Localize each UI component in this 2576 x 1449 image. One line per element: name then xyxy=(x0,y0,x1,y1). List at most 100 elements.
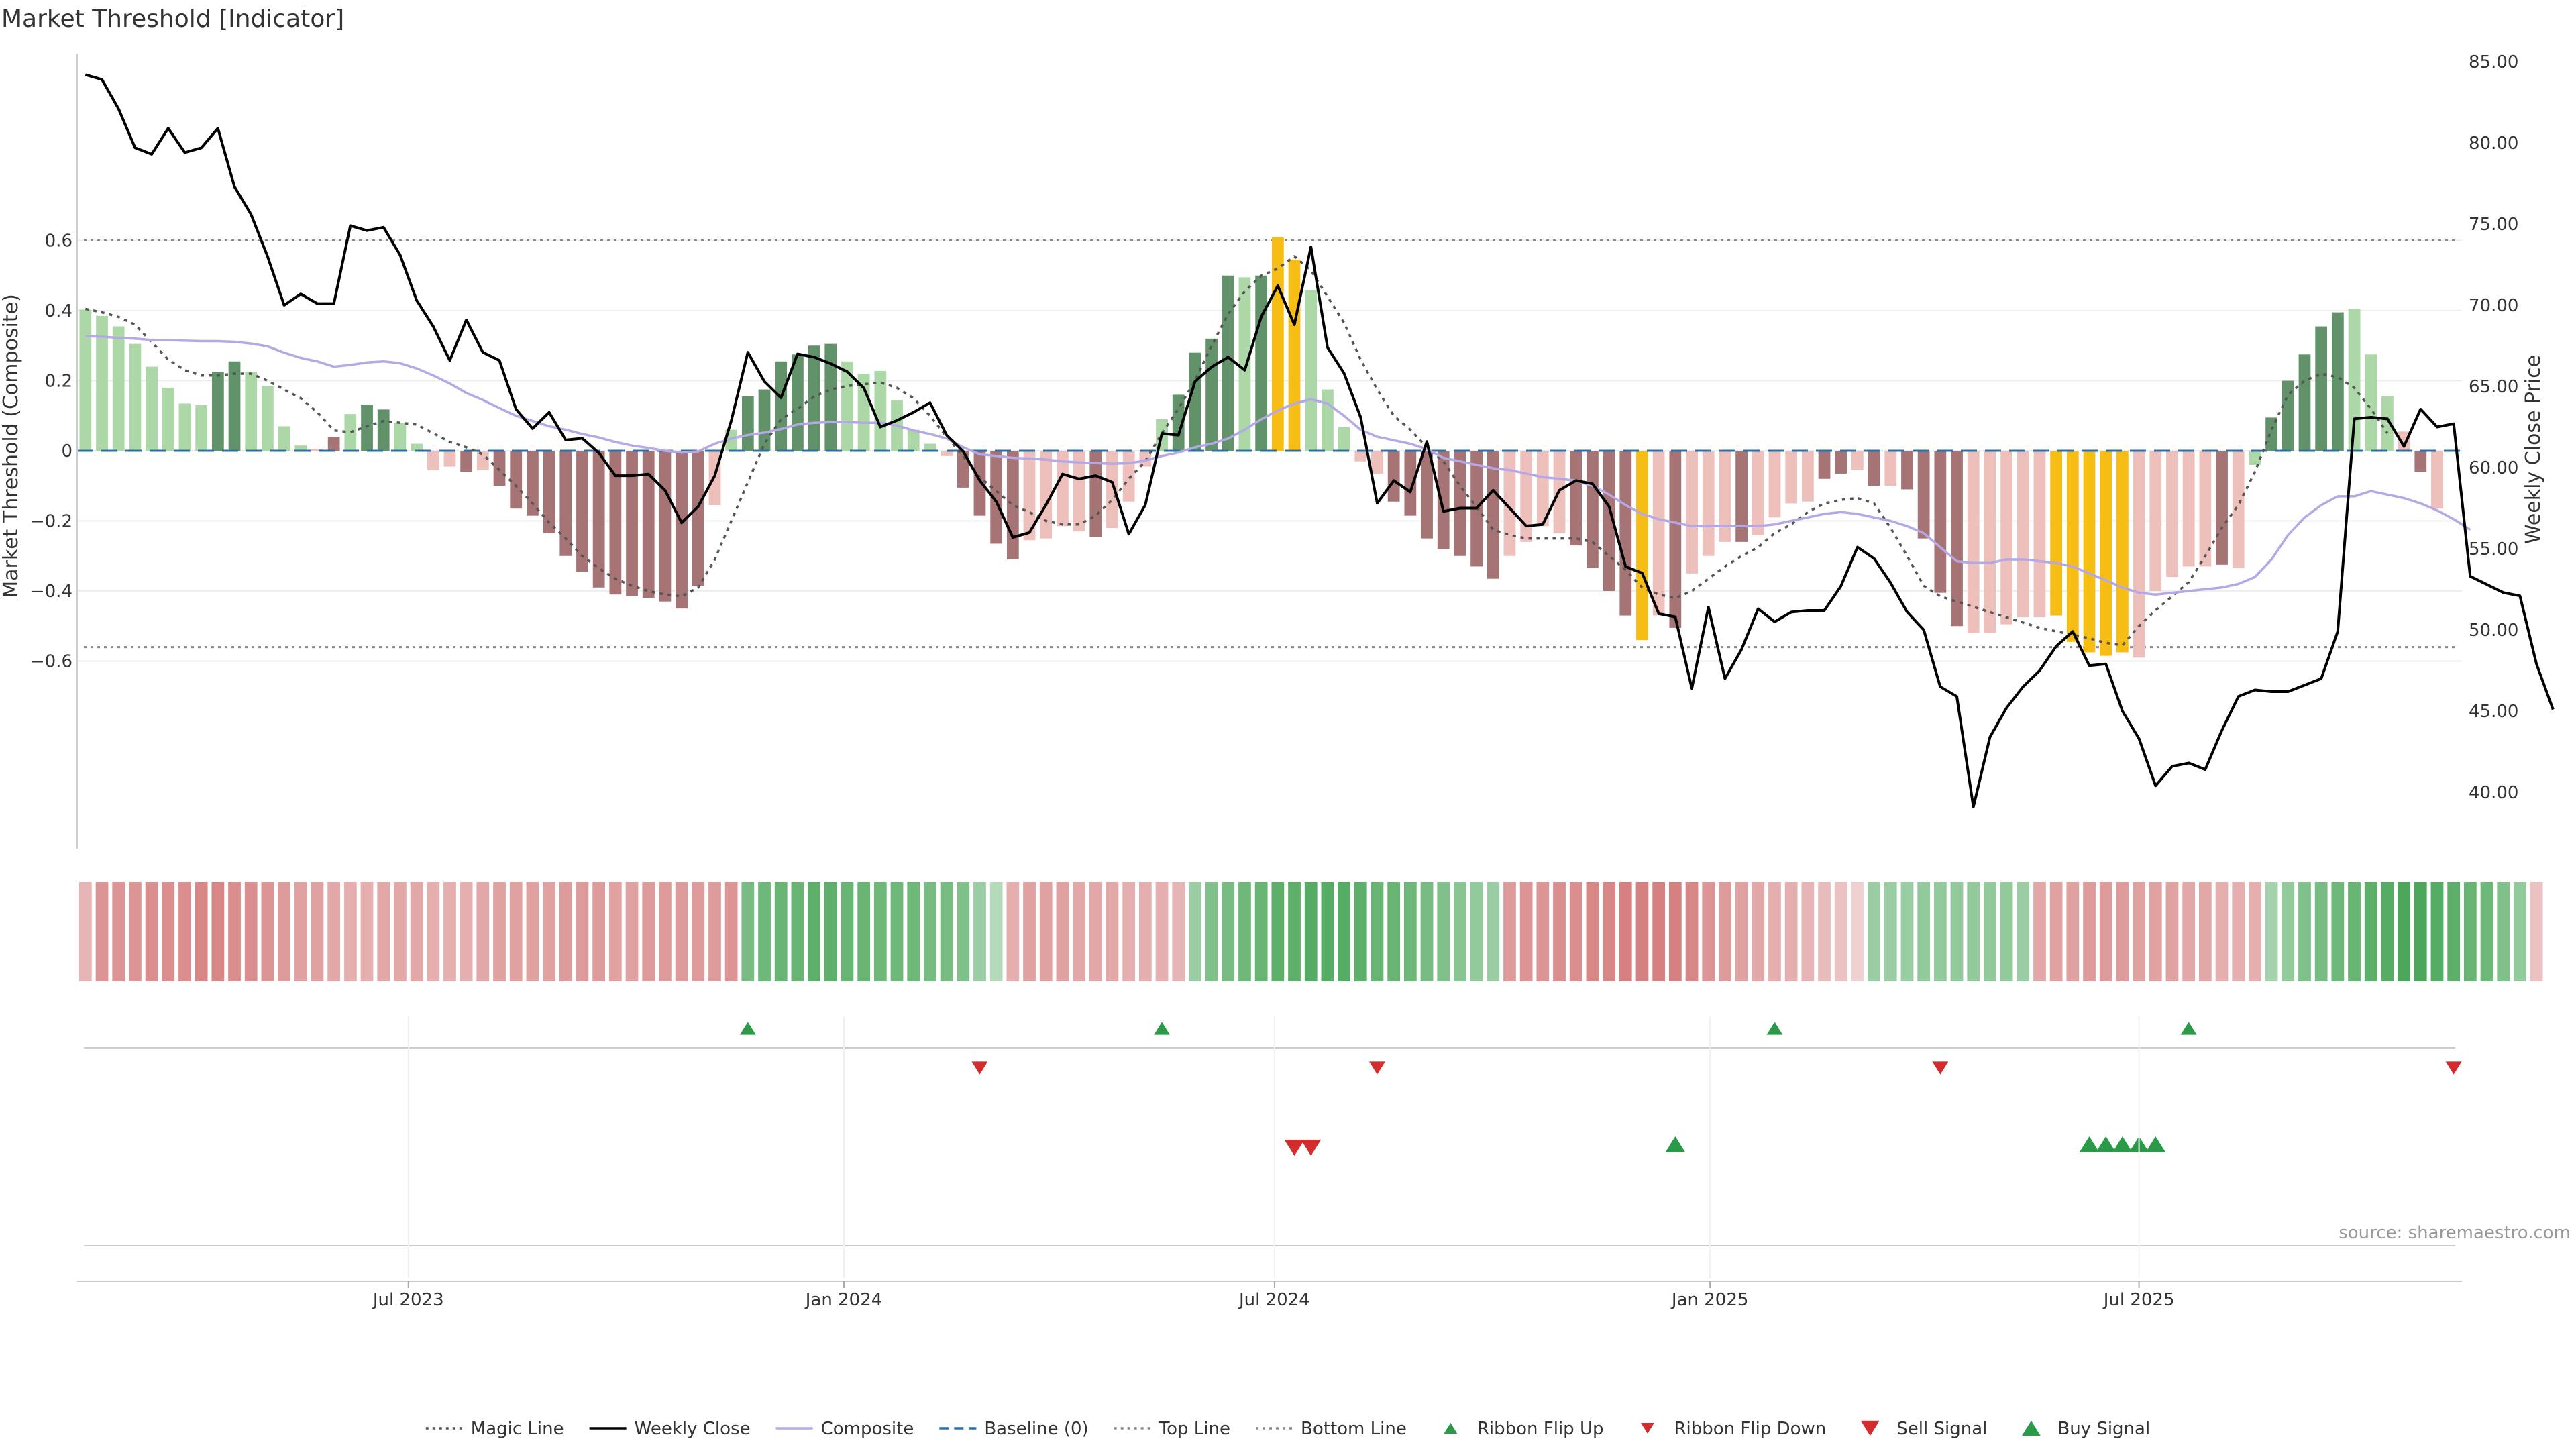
ribbon-cell-9 xyxy=(228,882,241,981)
composite-bar-30 xyxy=(576,451,588,572)
ribbon-cell-17 xyxy=(360,882,374,981)
composite-bar-129 xyxy=(2216,451,2228,565)
ribbon-cell-121 xyxy=(2083,882,2096,981)
ribbon-cell-31 xyxy=(592,882,606,981)
ribbon-cell-98 xyxy=(1702,882,1715,981)
composite-bar-62 xyxy=(1106,451,1118,528)
ribbon-flip-down-marker-0 xyxy=(971,1061,988,1075)
composite-bar-95 xyxy=(1652,451,1665,616)
composite-bar-77 xyxy=(1354,451,1367,462)
composite-bar-118 xyxy=(2033,451,2046,618)
composite-bar-117 xyxy=(2017,451,2029,618)
ribbon-cell-122 xyxy=(2099,882,2112,981)
signal-markers xyxy=(84,1022,2462,1246)
composite-bar-52 xyxy=(941,451,953,456)
series-lines xyxy=(77,73,2555,808)
ribbon-cell-110 xyxy=(1900,882,1914,981)
ribbon-cell-20 xyxy=(410,882,423,981)
composite-bar-87 xyxy=(1520,451,1533,542)
ribbon-cell-46 xyxy=(841,882,854,981)
ribbon-cell-48 xyxy=(873,882,887,981)
composite-bar-66 xyxy=(1172,394,1185,451)
ribbon-cell-88 xyxy=(1536,882,1550,981)
ribbon-cell-50 xyxy=(907,882,920,981)
composite-bar-130 xyxy=(2232,451,2245,569)
composite-bar-111 xyxy=(1917,451,1930,539)
ribbon-cell-40 xyxy=(741,882,755,981)
ribbon-cell-104 xyxy=(1801,882,1815,981)
ribbon-cell-143 xyxy=(2447,882,2461,981)
composite-bar-113 xyxy=(1951,451,1963,627)
ribbon-cell-77 xyxy=(1354,882,1367,981)
ribbon-cell-8 xyxy=(211,882,225,981)
composite-bar-9 xyxy=(228,361,241,451)
composite-bar-11 xyxy=(262,386,274,451)
ribbon-cell-139 xyxy=(2381,882,2394,981)
ribbon-cell-111 xyxy=(1917,882,1931,981)
composite-bar-132 xyxy=(2265,417,2277,451)
ribbon-cell-42 xyxy=(774,882,788,981)
ribbon-cell-100 xyxy=(1735,882,1748,981)
y2-tick-label-9: 40.00 xyxy=(2469,783,2518,803)
buy-signal-marker-0 xyxy=(1665,1136,1686,1152)
legend-label-9: Buy Signal xyxy=(2057,1419,2150,1439)
composite-bar-35 xyxy=(659,451,672,602)
ribbon-cell-25 xyxy=(493,882,506,981)
legend-swatch-8 xyxy=(1860,1420,1880,1436)
buy-signal-marker-1 xyxy=(2079,1136,2100,1152)
composite-bar-128 xyxy=(2199,451,2212,567)
ribbon-cell-32 xyxy=(608,882,622,981)
composite-bar-103 xyxy=(1785,451,1798,504)
ribbon-cell-34 xyxy=(642,882,655,981)
composite-bar-31 xyxy=(592,451,605,588)
composite-bar-17 xyxy=(361,405,373,451)
ribbon-cell-18 xyxy=(377,882,390,981)
composite-bar-55 xyxy=(990,451,1003,544)
ribbon-cell-76 xyxy=(1338,882,1350,981)
ribbon-cell-108 xyxy=(1868,882,1880,981)
ribbon-cell-146 xyxy=(2497,882,2510,981)
composite-bar-86 xyxy=(1503,451,1516,556)
y2-tick-label-3: 70.00 xyxy=(2469,296,2518,316)
ribbon-cell-3 xyxy=(129,882,142,981)
ribbon-cell-26 xyxy=(509,882,523,981)
ribbon-flip-up-marker-3 xyxy=(2180,1022,2197,1035)
composite-bar-72 xyxy=(1271,237,1284,451)
composite-bar-112 xyxy=(1934,451,1947,593)
ribbon-cell-64 xyxy=(1138,882,1152,981)
x-tick-label-1: Jan 2024 xyxy=(804,1290,883,1310)
composite-bar-109 xyxy=(1884,451,1897,486)
legend-label-8: Sell Signal xyxy=(1896,1419,1987,1439)
composite-bar-119 xyxy=(2050,451,2063,616)
composite-bar-126 xyxy=(2166,451,2178,578)
ribbon-cell-114 xyxy=(1967,882,1980,981)
ribbon-cell-12 xyxy=(278,882,290,981)
ribbon-cell-138 xyxy=(2364,882,2377,981)
composite-bar-27 xyxy=(527,451,539,516)
x-tick-label-4: Jul 2025 xyxy=(2102,1290,2175,1310)
ribbon-cell-54 xyxy=(973,882,986,981)
composite-bar-106 xyxy=(1835,451,1847,474)
composite-bar-51 xyxy=(924,443,936,451)
ribbon-cell-56 xyxy=(1006,882,1020,981)
y2-tick-label-5: 60.00 xyxy=(2469,458,2518,478)
ribbon-cell-27 xyxy=(526,882,539,981)
ribbon-cell-72 xyxy=(1271,882,1285,981)
ribbon-flip-up-marker-1 xyxy=(1154,1022,1171,1035)
y-tick-label-5: −0.4 xyxy=(30,582,72,602)
composite-bar-123 xyxy=(2116,451,2129,653)
composite-bar-50 xyxy=(907,429,920,451)
composite-bar-67 xyxy=(1189,352,1201,451)
composite-bar-7 xyxy=(195,405,208,451)
ribbon-cell-87 xyxy=(1519,882,1533,981)
ribbon-cell-141 xyxy=(2414,882,2427,981)
legend-label-5: Bottom Line xyxy=(1301,1419,1407,1439)
ribbon-cell-132 xyxy=(2265,882,2278,981)
ribbon-flip-down-marker-1 xyxy=(1368,1061,1385,1075)
sell-signal-marker-1 xyxy=(1301,1140,1322,1156)
ribbon-cell-23 xyxy=(460,882,473,981)
ribbon-cell-70 xyxy=(1238,882,1251,981)
composite-bar-23 xyxy=(460,451,473,472)
buy-signal-marker-5 xyxy=(2145,1136,2166,1152)
composite-bar-21 xyxy=(427,451,439,470)
